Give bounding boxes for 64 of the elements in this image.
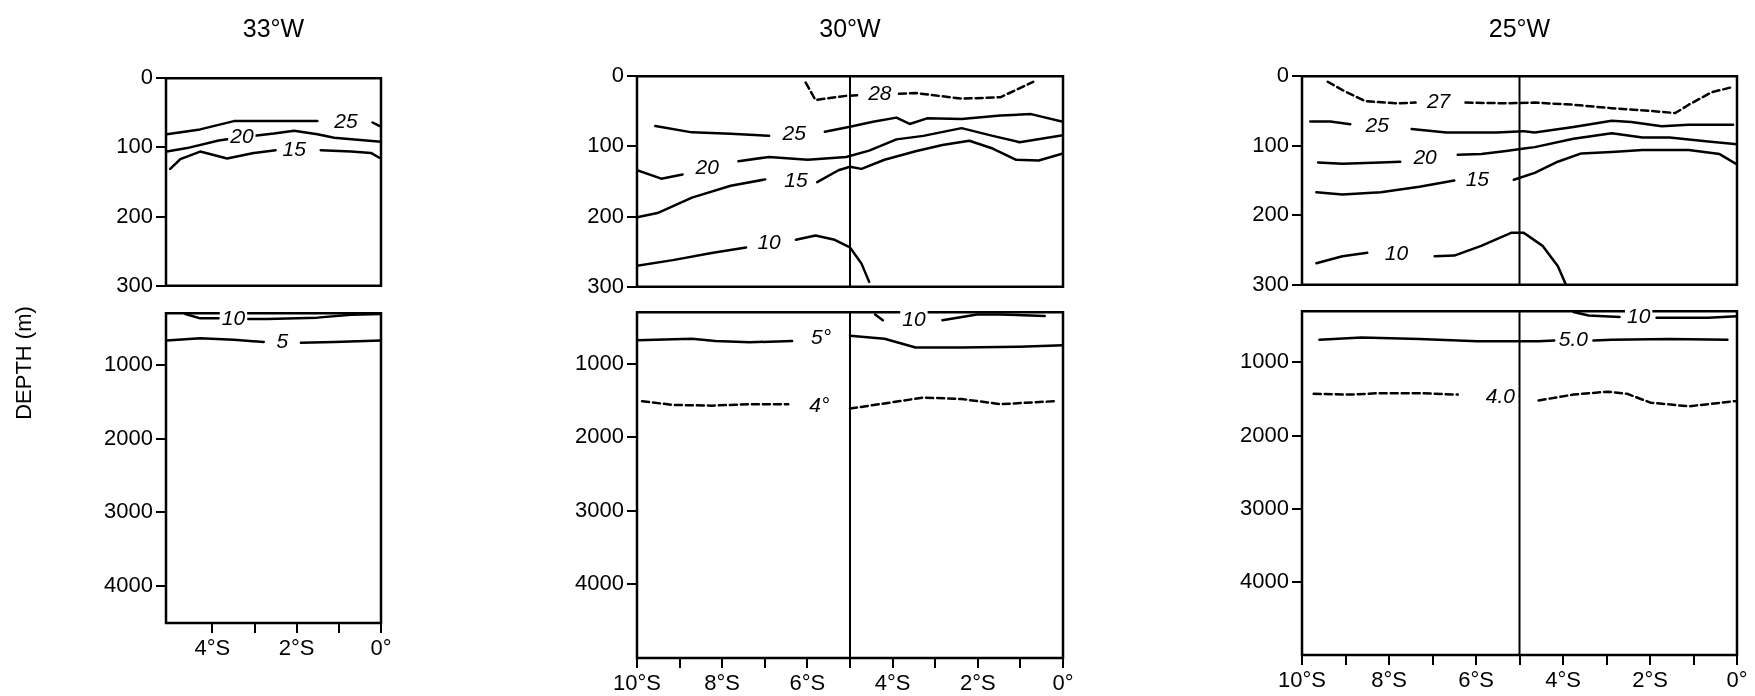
x-tick-label: 4°S: [874, 670, 911, 696]
series-label: 15: [282, 137, 307, 161]
y-tick-label: 2000: [1240, 421, 1289, 447]
y-tick-label: 1000: [104, 350, 153, 376]
x-tick-label: 2°S: [1632, 667, 1668, 693]
y-tick-label: 0: [1276, 62, 1289, 88]
series-label: 10: [902, 307, 926, 331]
series-label: 20: [1412, 145, 1438, 169]
x-tick-label: 4°S: [1545, 667, 1581, 693]
y-tick-label: 1000: [575, 349, 624, 375]
x-tick-label: 8°S: [1371, 667, 1407, 693]
series-label: 28: [867, 81, 892, 105]
y-tick-label: 0: [140, 64, 153, 90]
y-tick-label: 3000: [104, 498, 153, 524]
y-tick-label: 3000: [575, 496, 624, 522]
y-axis-title: DEPTH (m): [11, 306, 37, 420]
x-tick-label: 0°: [370, 635, 392, 661]
y-tick-label: 200: [1252, 201, 1289, 227]
series-label: 25: [781, 120, 807, 144]
x-tick-label: 2°S: [959, 670, 996, 696]
series-label: 27: [1425, 89, 1452, 113]
series-label: 10: [221, 305, 246, 329]
x-tick-label: 4°S: [194, 635, 231, 661]
y-tick-label: 4000: [104, 572, 153, 598]
y-tick-label: 2000: [575, 423, 624, 449]
x-tick-label: 10°S: [613, 670, 661, 696]
y-tick-label: 4000: [1240, 567, 1289, 593]
x-tick-label: 8°S: [704, 670, 741, 696]
series-label: 5°: [810, 325, 832, 349]
series-label: 10: [1627, 304, 1651, 328]
x-tick-label: 6°S: [789, 670, 826, 696]
y-tick-label: 3000: [1240, 494, 1289, 520]
series-label: 10: [1384, 241, 1409, 265]
series-label: 25: [1364, 113, 1390, 137]
x-tick-label: 6°S: [1458, 667, 1494, 693]
chart-title: 25°W: [1487, 14, 1552, 43]
series-label: 25: [333, 108, 359, 132]
y-tick-label: 0: [611, 62, 624, 88]
y-tick-label: 4000: [575, 570, 624, 596]
series-label: 5: [276, 329, 289, 353]
series-label: 15: [1465, 167, 1490, 190]
series-label: 10: [757, 230, 782, 254]
x-tick-label: 2°S: [278, 635, 315, 661]
series-label: 20: [694, 154, 720, 178]
y-tick-label: 200: [587, 202, 624, 228]
series-label: 20: [229, 124, 254, 148]
series-label: 4.0: [1485, 384, 1516, 408]
y-tick-label: 100: [587, 132, 624, 158]
x-tick-label: 0°: [1726, 667, 1748, 693]
chart-title: 33°W: [241, 14, 306, 43]
y-tick-label: 300: [116, 271, 153, 297]
y-tick-label: 100: [116, 133, 153, 159]
y-tick-label: 300: [1252, 270, 1289, 296]
x-tick-label: 0°: [1052, 670, 1074, 696]
y-tick-label: 100: [1252, 131, 1289, 157]
y-tick-label: 1000: [1240, 348, 1289, 374]
series-label: 4°: [809, 393, 830, 417]
series-label: 5.0: [1558, 327, 1589, 351]
chart-title: 30°W: [818, 14, 882, 43]
series-label: 15: [784, 167, 808, 191]
y-tick-label: 200: [116, 202, 153, 228]
y-tick-label: 300: [587, 272, 624, 298]
x-tick-label: 10°S: [1278, 667, 1326, 693]
y-tick-label: 2000: [104, 424, 153, 450]
